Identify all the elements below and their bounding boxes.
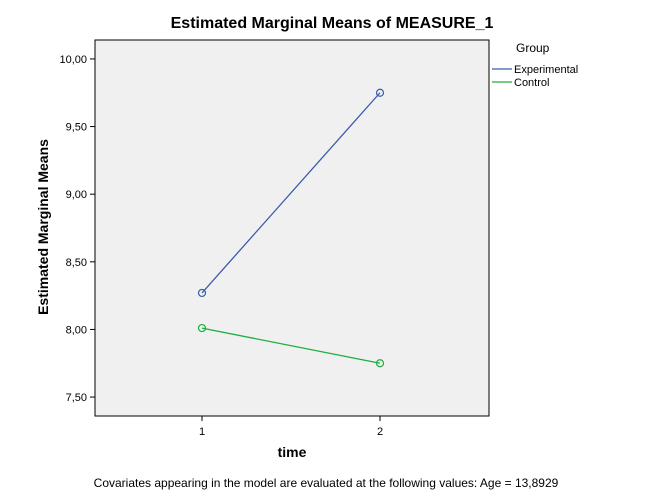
series-line: [201, 92, 381, 294]
series-experimental: [197, 88, 385, 298]
x-axis-title: time: [278, 444, 307, 460]
chart-title: Estimated Marginal Means of MEASURE_1: [171, 15, 494, 32]
legend-title: Group: [516, 41, 550, 55]
y-tick-label: 9,50: [66, 122, 87, 134]
data-point: [197, 323, 207, 333]
data-point: [197, 288, 207, 298]
y-axis-title: Estimated Marginal Means: [35, 139, 51, 315]
series-line: [201, 327, 381, 364]
y-axis-ticks: 7,50 8,00 8,50 9,00 9,50 10,00: [59, 54, 95, 404]
series-control: [197, 323, 385, 368]
y-tick-label: 7,50: [66, 392, 87, 404]
footnote: Covariates appearing in the model are ev…: [94, 476, 559, 490]
x-tick-label: 2: [377, 426, 383, 438]
data-point: [375, 88, 385, 97]
legend-label: Experimental: [514, 64, 578, 76]
legend-label: Control: [514, 77, 549, 89]
y-tick-label: 8,50: [66, 257, 87, 269]
series-layer: [197, 88, 385, 368]
x-tick-label: 1: [199, 426, 205, 438]
plot-area: [94, 39, 490, 417]
y-tick-label: 8,00: [66, 324, 87, 336]
y-tick-label: 9,00: [66, 189, 87, 201]
data-point: [375, 359, 385, 368]
y-tick-label: 10,00: [59, 54, 87, 66]
